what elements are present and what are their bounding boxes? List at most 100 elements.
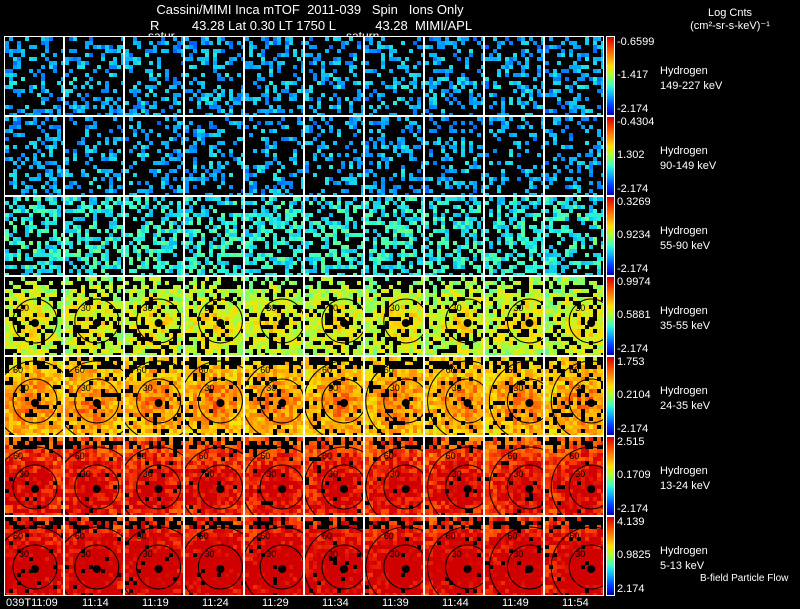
count-pixel: [461, 261, 465, 265]
count-pixel: [381, 205, 385, 209]
count-pixel: [409, 121, 413, 125]
count-pixel: [553, 269, 557, 273]
count-pixel: [441, 157, 445, 161]
count-pixel: [181, 345, 183, 349]
count-pixel: [489, 161, 493, 165]
count-pixel: [305, 93, 309, 97]
count-pixel: [381, 137, 385, 141]
count-pixel: [557, 209, 561, 213]
count-pixel: [109, 129, 113, 133]
count-pixel: [197, 321, 201, 325]
count-pixel: [445, 197, 449, 201]
count-pixel: [557, 97, 561, 101]
count-pixel: [417, 97, 421, 101]
count-pixel: [49, 161, 53, 165]
count-pixel: [433, 213, 437, 217]
count-pixel: [381, 93, 385, 97]
count-pixel: [201, 97, 205, 101]
count-pixel: [337, 313, 341, 317]
count-pixel: [49, 209, 53, 213]
count-pixel: [221, 49, 225, 53]
count-pixel: [485, 201, 489, 205]
count-pixel: [525, 61, 529, 65]
count-pixel: [253, 165, 257, 169]
count-pixel: [117, 349, 121, 353]
count-pixel: [185, 349, 189, 353]
count-pixel: [389, 325, 393, 329]
count-pixel: [549, 245, 553, 249]
count-pixel: [401, 325, 405, 329]
count-pixel: [441, 113, 445, 115]
count-pixel: [601, 61, 603, 65]
count-pixel: [461, 233, 465, 237]
count-pixel: [253, 309, 257, 313]
count-pixel: [241, 109, 243, 113]
count-pixel: [189, 89, 193, 93]
count-pixel: [177, 157, 181, 161]
count-pixel: [333, 249, 337, 253]
count-pixel: [305, 89, 309, 93]
count-pixel: [189, 209, 193, 213]
count-pixel: [405, 69, 409, 73]
count-pixel: [217, 233, 221, 237]
count-pixel: [269, 301, 273, 305]
count-pixel: [33, 117, 37, 121]
count-pixel: [217, 325, 221, 329]
count-pixel: [541, 265, 543, 269]
count-pixel: [109, 345, 113, 349]
count-pixel: [245, 217, 249, 221]
count-pixel: [161, 241, 165, 245]
count-pixel: [357, 45, 361, 49]
count-pixel: [549, 257, 553, 261]
count-pixel: [173, 45, 177, 49]
count-pixel: [469, 193, 473, 195]
count-pixel: [225, 221, 229, 225]
count-pixel: [213, 309, 217, 313]
count-pixel: [365, 345, 369, 349]
count-pixel: [117, 345, 121, 349]
count-pixel: [497, 41, 501, 45]
count-pixel: [193, 277, 197, 281]
count-pixel: [333, 353, 337, 355]
count-pixel: [45, 109, 49, 113]
count-pixel: [169, 293, 173, 297]
count-pixel: [309, 193, 313, 195]
count-pixel: [21, 321, 25, 325]
count-pixel: [405, 193, 409, 195]
count-pixel: [565, 201, 569, 205]
count-pixel: [157, 257, 161, 261]
count-pixel: [13, 229, 17, 233]
count-pixel: [33, 301, 37, 305]
count-pixel: [409, 297, 413, 301]
count-pixel: [121, 213, 123, 217]
count-pixel: [49, 185, 53, 189]
count-pixel: [105, 209, 109, 213]
count-pixel: [37, 209, 41, 213]
count-pixel: [201, 341, 205, 345]
count-pixel: [129, 297, 133, 301]
count-pixel: [397, 313, 401, 317]
count-pixel: [333, 93, 337, 97]
count-pixel: [409, 89, 413, 93]
count-pixel: [541, 221, 543, 225]
count-pixel: [53, 137, 57, 141]
count-pixel: [181, 313, 183, 317]
count-pixel: [169, 241, 173, 245]
count-pixel: [601, 93, 603, 97]
count-pixel: [601, 245, 603, 249]
count-pixel: [161, 197, 165, 201]
count-pixel: [573, 157, 577, 161]
count-pixel: [249, 45, 253, 49]
count-pixel: [153, 197, 157, 201]
count-pixel: [573, 105, 577, 109]
count-pixel: [65, 277, 69, 281]
count-pixel: [145, 245, 149, 249]
count-pixel: [113, 297, 117, 301]
count-pixel: [521, 209, 525, 213]
count-pixel: [549, 269, 553, 273]
count-pixel: [181, 121, 183, 125]
count-pixel: [593, 57, 597, 61]
count-pixel: [45, 241, 49, 245]
count-pixel: [521, 253, 525, 257]
count-pixel: [381, 53, 385, 57]
